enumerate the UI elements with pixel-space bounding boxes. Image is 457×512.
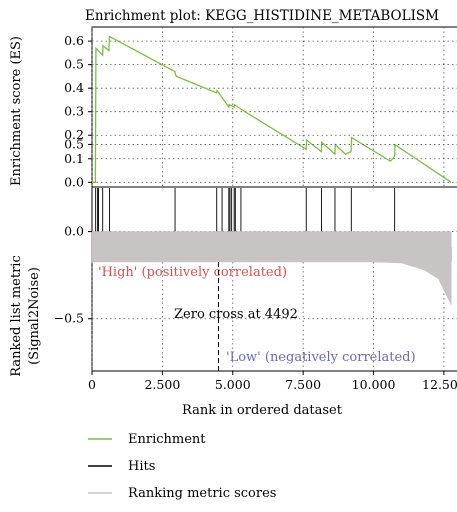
legend-label-0: Enrichment: [128, 432, 206, 447]
x-tick-label-1: 2.500: [144, 377, 180, 392]
ranking-metric-area: [91, 231, 452, 305]
es-y-tick-label-4: 0.4: [64, 80, 84, 95]
annotation-zero-cross: Zero cross at 4492: [174, 307, 298, 322]
legend-label-1: Hits: [128, 459, 155, 474]
metric-panel-frame: [91, 186, 457, 372]
enrichment-line: [92, 35, 452, 183]
x-axis-label: Rank in ordered dataset: [182, 403, 343, 418]
es-y-tick-label-5: 0.5: [64, 57, 84, 72]
y-axis-label-metric-line2: (Signal2Noise): [27, 267, 42, 365]
enrichment-panel-frame: [91, 26, 457, 188]
x-tick-label-3: 7.500: [285, 377, 321, 392]
chart-title: Enrichment plot: KEGG_HISTIDINE_METABOLI…: [85, 8, 439, 24]
x-tick-label-2: 5.000: [215, 377, 251, 392]
x-tick-label-5: 12.500: [422, 377, 457, 392]
metric-y-tick-label-2: 0.5: [64, 136, 84, 151]
metric-panel-group: [91, 144, 457, 371]
metric-y-tick-label-1: 0.0: [64, 224, 84, 239]
annotation-negative: 'Low' (negatively correlated): [226, 350, 416, 365]
x-tick-label-4: 10.000: [352, 377, 396, 392]
legend: Enrichment Hits Ranking metric scores: [88, 432, 276, 501]
metric-y-tick-label-0: −0.5: [54, 311, 84, 326]
es-y-tick-label-6: 0.6: [64, 33, 84, 48]
axes-group: 0.0 0.1 0.2 0.3 0.4 0.5 0.6 −0.5 0.0 0.5 0 2.500 5.0…: [54, 33, 457, 392]
enrichment-line-group: [92, 35, 452, 183]
es-y-tick-label-0: 0.0: [64, 174, 84, 189]
legend-label-2: Ranking metric scores: [128, 486, 276, 501]
y-axis-label-enrichment: Enrichment score (ES): [9, 36, 24, 186]
es-y-tick-label-1: 0.1: [64, 151, 84, 166]
es-y-tick-label-2: 0.2: [64, 127, 84, 142]
es-y-tick-label-3: 0.3: [64, 104, 84, 119]
y-axis-label-metric-line1: Ranked list metric: [9, 255, 24, 376]
x-tick-label-0: 0: [88, 377, 96, 392]
enrichment-grid: [91, 27, 457, 187]
annotation-positive: 'High' (positively correlated): [98, 265, 287, 280]
